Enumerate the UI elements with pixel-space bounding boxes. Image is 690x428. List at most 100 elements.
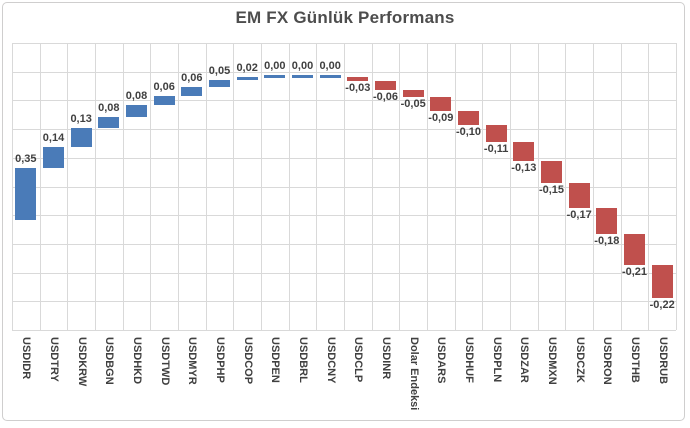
waterfall-bar-USDCLP bbox=[347, 76, 369, 82]
value-label-USDCNY: 0,00 bbox=[319, 60, 341, 73]
gridline-vertical bbox=[150, 43, 152, 330]
value-label-USDCZK: -0,17 bbox=[566, 208, 592, 221]
waterfall-bar-USDBRL bbox=[292, 75, 313, 79]
value-label-USDMXN: -0,15 bbox=[538, 183, 565, 196]
value-label-USDRUB: -0,22 bbox=[649, 298, 675, 311]
waterfall-bar-USDBGN bbox=[98, 116, 120, 129]
value-label-USDCLP: -0,03 bbox=[345, 82, 371, 95]
category-label-USDZAR: USDZAR bbox=[518, 337, 531, 383]
waterfall-bar-USDCZK bbox=[568, 182, 590, 208]
gridline-vertical bbox=[537, 43, 539, 330]
gridline-vertical bbox=[67, 43, 69, 330]
value-label-USDPLN: -0,11 bbox=[483, 142, 509, 155]
value-label-USDHUF: -0,10 bbox=[455, 126, 482, 139]
gridline-vertical bbox=[676, 43, 677, 330]
value-label-USDPEN: 0,00 bbox=[264, 60, 286, 73]
category-label-USDCOP: USDCOP bbox=[241, 337, 254, 385]
category-label-USDPHP: USDPHP bbox=[214, 337, 226, 383]
category-label-USDPLN: USDPLN bbox=[490, 337, 503, 383]
waterfall-bar-USDZAR bbox=[513, 141, 535, 161]
waterfall-bar-USDMXN bbox=[541, 160, 562, 183]
value-label-USDZAR: -0,13 bbox=[511, 161, 537, 174]
category-label-Dolar Endeksi: Dolar Endeksi bbox=[407, 337, 420, 411]
gridline-vertical bbox=[427, 43, 428, 330]
gridline-vertical bbox=[261, 43, 262, 330]
category-label-USDRUB: USDRUB bbox=[656, 337, 669, 385]
gridline-vertical bbox=[233, 43, 235, 330]
waterfall-bar-USDPEN bbox=[264, 75, 286, 79]
value-label-USDTRY: 0,14 bbox=[42, 132, 65, 145]
value-label-USDINR: -0,06 bbox=[372, 91, 399, 104]
gridline-vertical bbox=[178, 43, 179, 330]
category-label-USDTHB: USDTHB bbox=[629, 337, 641, 383]
category-label-USDARS: USDARS bbox=[435, 337, 448, 384]
value-label-USDIDR: 0,35 bbox=[15, 153, 37, 166]
waterfall-bar-USDIDR bbox=[15, 168, 37, 220]
category-label-USDTWD: USDTWD bbox=[158, 337, 171, 386]
value-label-USDBRL: 0,00 bbox=[291, 60, 314, 73]
category-label-USDBGN: USDBGN bbox=[103, 337, 116, 385]
gridline-vertical bbox=[316, 43, 318, 330]
gridline-vertical bbox=[205, 43, 207, 330]
value-label-USDRON: -0,18 bbox=[594, 235, 620, 248]
category-label-USDMYR: USDMYR bbox=[186, 337, 199, 385]
category-label-USDHUF: USDHUF bbox=[463, 337, 475, 383]
waterfall-bar-USDINR bbox=[375, 81, 396, 91]
gridline-vertical bbox=[344, 43, 345, 330]
gridline-vertical bbox=[510, 43, 511, 330]
category-label-USDIDR: USDIDR bbox=[20, 337, 33, 380]
gridline-vertical bbox=[593, 43, 594, 330]
gridline-vertical bbox=[12, 43, 13, 330]
category-label-USDKRW: USDKRW bbox=[75, 337, 88, 387]
waterfall-bar-USDPLN bbox=[485, 125, 507, 142]
value-label-USDHKD: 0,08 bbox=[125, 89, 148, 102]
category-label-USDCZK: USDCZK bbox=[573, 337, 586, 383]
value-label-USDBGN: 0,08 bbox=[98, 101, 120, 114]
gridline-vertical bbox=[288, 43, 290, 330]
category-label-USDCLP: USDCLP bbox=[352, 337, 365, 383]
value-label-Dolar Endeksi: -0,05 bbox=[400, 98, 426, 111]
waterfall-bar-USDMYR bbox=[181, 87, 203, 96]
gridline-vertical bbox=[399, 43, 401, 330]
value-label-USDPHP: 0,05 bbox=[208, 64, 231, 77]
waterfall-bar-USDCNY bbox=[319, 75, 341, 79]
gridline-vertical bbox=[39, 43, 41, 330]
waterfall-bar-USDPHP bbox=[209, 79, 230, 88]
category-label-USDRON: USDRON bbox=[601, 337, 614, 385]
category-label-USDINR: USDINR bbox=[380, 337, 392, 380]
waterfall-bar-USDRON bbox=[596, 207, 618, 235]
gridline-vertical bbox=[371, 43, 373, 330]
waterfall-bar-USDHKD bbox=[126, 104, 147, 117]
waterfall-bar-USDTRY bbox=[43, 147, 64, 169]
category-label-USDBRL: USDBRL bbox=[297, 337, 309, 383]
gridline-vertical bbox=[565, 43, 567, 330]
value-label-USDTWD: 0,06 bbox=[153, 80, 175, 93]
value-label-USDCOP: 0,02 bbox=[236, 61, 258, 74]
category-label-USDCNY: USDCNY bbox=[324, 337, 337, 384]
category-label-USDMXN: USDMXN bbox=[546, 337, 558, 385]
gridline-vertical bbox=[122, 43, 124, 330]
category-label-USDTRY: USDTRY bbox=[48, 337, 60, 382]
waterfall-bar-USDKRW bbox=[70, 128, 92, 148]
value-label-USDARS: -0,09 bbox=[428, 111, 454, 124]
waterfall-bar-USDTWD bbox=[153, 95, 175, 105]
category-label-USDPEN: USDPEN bbox=[269, 337, 282, 383]
value-label-USDMYR: 0,06 bbox=[181, 72, 203, 85]
waterfall-bar-USDARS bbox=[430, 97, 452, 111]
waterfall-bar-USDHUF bbox=[458, 110, 479, 126]
plot-area: 0,35 0,14 0,13 0,08 0,08 0,06 0,06 0,05 0,02 0,00… bbox=[12, 43, 677, 331]
waterfall-bar-USDCOP bbox=[236, 76, 258, 80]
value-label-USDTHB: -0,21 bbox=[621, 266, 648, 279]
gridline-vertical bbox=[95, 43, 96, 330]
gridline-vertical bbox=[620, 43, 622, 330]
waterfall-bar-USDRUB bbox=[651, 265, 673, 298]
gridline-vertical bbox=[648, 43, 650, 330]
gridline-vertical bbox=[454, 43, 456, 330]
category-label-USDHKD: USDHKD bbox=[131, 337, 143, 385]
gridline-vertical bbox=[482, 43, 484, 330]
value-label-USDKRW: 0,13 bbox=[70, 113, 92, 126]
waterfall-bar-Dolar Endeksi bbox=[402, 90, 424, 98]
waterfall-bar-USDTHB bbox=[624, 234, 645, 266]
gridline-horizontal bbox=[12, 330, 676, 331]
